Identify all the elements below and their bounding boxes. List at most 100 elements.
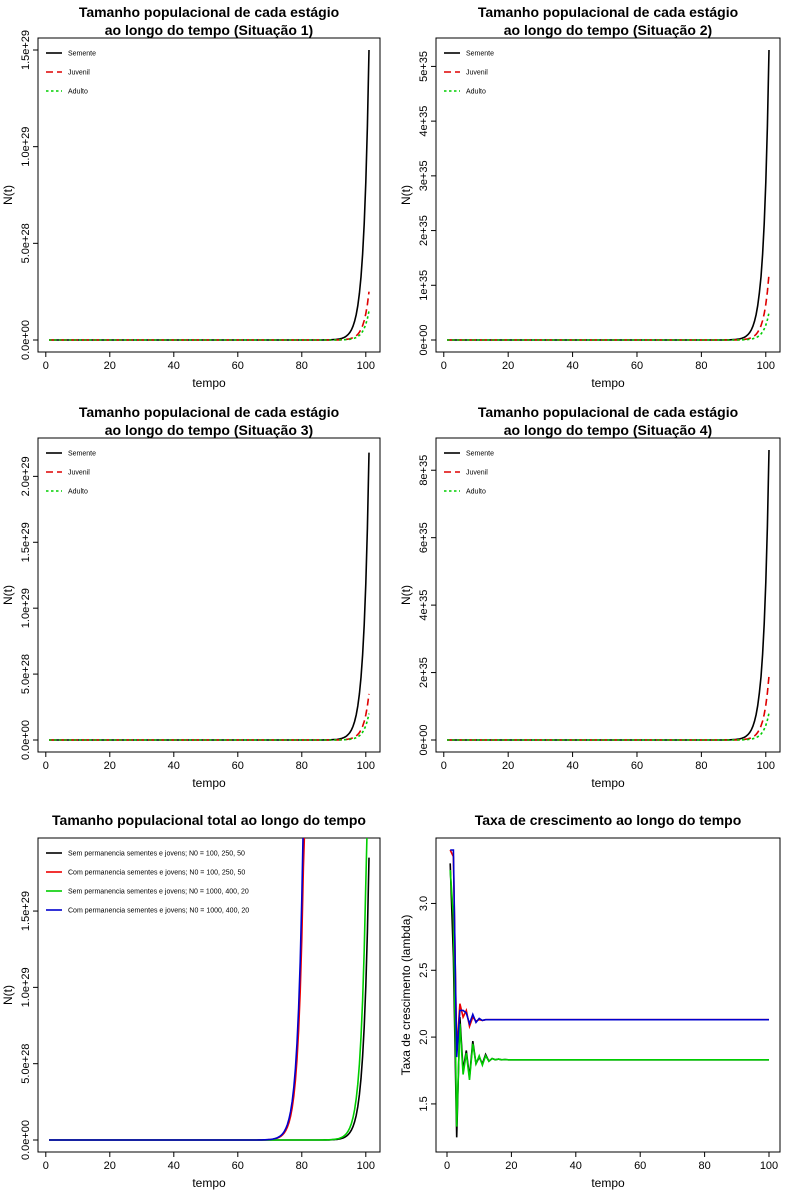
y-tick-label: 3e+35 bbox=[418, 160, 430, 191]
series-line-4 bbox=[49, 838, 304, 1141]
x-tick-label: 100 bbox=[757, 360, 775, 372]
chart-title: Tamanho populacional de cada estágio bbox=[478, 404, 738, 420]
x-axis-label: tempo bbox=[591, 376, 625, 390]
series-line-2 bbox=[49, 693, 370, 741]
y-tick-label: 4e+35 bbox=[418, 590, 430, 621]
y-tick-label: 0.0e+00 bbox=[20, 320, 32, 360]
plot-frame bbox=[37, 837, 381, 1153]
x-tick-label: 100 bbox=[357, 1160, 375, 1172]
series-line-2 bbox=[49, 291, 370, 341]
series-line-2 bbox=[49, 838, 306, 1141]
series-line-2 bbox=[447, 274, 770, 341]
x-axis-label: tempo bbox=[591, 776, 625, 790]
x-axis-label: tempo bbox=[591, 1176, 625, 1190]
x-axis-label: tempo bbox=[192, 776, 226, 790]
chart-panel-5: Tamanho populacional total ao longo do t… bbox=[1, 812, 381, 1190]
x-tick-label: 80 bbox=[698, 1160, 710, 1172]
x-tick-label: 100 bbox=[757, 760, 775, 772]
legend-label: Com permanencia sementes e jovens; N0 = … bbox=[68, 908, 249, 915]
x-axis-label: tempo bbox=[192, 1176, 226, 1190]
legend-label: Com permanencia sementes e jovens; N0 = … bbox=[68, 870, 245, 877]
series-line-4 bbox=[450, 849, 769, 1058]
x-tick-label: 80 bbox=[695, 760, 707, 772]
y-axis-label: N(t) bbox=[1, 185, 15, 205]
chart-title: Tamanho populacional de cada estágio bbox=[478, 4, 738, 20]
x-tick-label: 20 bbox=[104, 360, 116, 372]
chart-title: ao longo do tempo (Situação 4) bbox=[504, 422, 712, 438]
legend-label: Sem permanencia sementes e jovens; N0 = … bbox=[68, 889, 249, 896]
y-tick-label: 1.0e+29 bbox=[20, 588, 32, 628]
series-line-1 bbox=[447, 49, 770, 341]
y-tick-label: 4e+35 bbox=[418, 106, 430, 137]
legend-label: Semente bbox=[466, 451, 494, 458]
legend-label: Juvenil bbox=[466, 470, 488, 477]
x-tick-label: 0 bbox=[43, 360, 49, 372]
y-tick-label: 5.0e+28 bbox=[20, 654, 32, 694]
y-axis-label: N(t) bbox=[1, 985, 15, 1005]
y-tick-label: 3.0 bbox=[418, 896, 430, 911]
x-tick-label: 100 bbox=[357, 360, 375, 372]
x-tick-label: 40 bbox=[168, 1160, 180, 1172]
chart-panel-2: Tamanho populacional de cada estágio ao l… bbox=[399, 4, 781, 390]
y-tick-label: 5e+35 bbox=[418, 51, 430, 82]
x-tick-label: 20 bbox=[104, 760, 116, 772]
chart-panel-3: Tamanho populacional de cada estágio ao l… bbox=[1, 404, 381, 790]
y-tick-label: 0e+00 bbox=[418, 325, 430, 356]
y-tick-label: 2e+35 bbox=[418, 657, 430, 688]
legend-label: Semente bbox=[68, 451, 96, 458]
y-tick-label: 8e+35 bbox=[418, 455, 430, 486]
x-tick-label: 0 bbox=[441, 760, 447, 772]
y-axis-label: N(t) bbox=[1, 585, 15, 605]
y-tick-label: 1.5 bbox=[418, 1096, 430, 1111]
x-tick-label: 40 bbox=[566, 360, 578, 372]
x-tick-label: 60 bbox=[631, 360, 643, 372]
plot-frame bbox=[435, 37, 781, 353]
series-line-2 bbox=[449, 869, 769, 1127]
series-group bbox=[449, 849, 769, 1138]
series-line-3 bbox=[49, 838, 368, 1141]
x-tick-label: 20 bbox=[502, 360, 514, 372]
legend-label: Adulto bbox=[68, 489, 88, 496]
series-group bbox=[447, 49, 770, 341]
x-tick-label: 60 bbox=[232, 1160, 244, 1172]
y-axis-label: N(t) bbox=[399, 185, 413, 205]
chart-title: Taxa de crescimento ao longo do tempo bbox=[475, 812, 742, 828]
plot-frame bbox=[435, 837, 781, 1153]
chart-panel-6: Taxa de crescimento ao longo do tempo 0 20… bbox=[399, 812, 781, 1190]
chart-panel-4: Tamanho populacional de cada estágio ao l… bbox=[399, 404, 781, 790]
y-tick-label: 2.0e+29 bbox=[20, 456, 32, 496]
legend-label: Juvenil bbox=[68, 470, 90, 477]
y-axis-label: N(t) bbox=[399, 585, 413, 605]
x-tick-label: 20 bbox=[505, 1160, 517, 1172]
series-line-3 bbox=[49, 713, 370, 741]
x-tick-label: 60 bbox=[232, 360, 244, 372]
legend-label: Semente bbox=[68, 51, 96, 58]
x-tick-label: 80 bbox=[296, 360, 308, 372]
plot-frame bbox=[37, 437, 381, 753]
y-tick-label: 6e+35 bbox=[418, 522, 430, 553]
y-tick-label: 1.5e+29 bbox=[20, 891, 32, 931]
series-line-1 bbox=[49, 452, 370, 741]
legend-label: Sem permanencia sementes e jovens; N0 = … bbox=[68, 851, 245, 858]
x-axis-label: tempo bbox=[192, 376, 226, 390]
legend-label: Adulto bbox=[68, 89, 88, 96]
y-tick-label: 2.5 bbox=[418, 963, 430, 978]
x-tick-label: 80 bbox=[695, 360, 707, 372]
chart-title: Tamanho populacional de cada estágio bbox=[79, 4, 339, 20]
legend-label: Adulto bbox=[466, 89, 486, 96]
x-tick-label: 20 bbox=[502, 760, 514, 772]
series-line-1 bbox=[49, 49, 370, 341]
x-tick-label: 60 bbox=[634, 1160, 646, 1172]
x-tick-label: 80 bbox=[296, 760, 308, 772]
series-line-2 bbox=[447, 675, 770, 741]
series-line-1 bbox=[449, 863, 769, 1138]
y-tick-label: 1e+35 bbox=[418, 270, 430, 301]
x-tick-label: 40 bbox=[566, 760, 578, 772]
chart-title: ao longo do tempo (Situação 3) bbox=[105, 422, 313, 438]
x-tick-label: 40 bbox=[570, 1160, 582, 1172]
x-tick-label: 0 bbox=[441, 360, 447, 372]
x-tick-label: 40 bbox=[168, 760, 180, 772]
series-group bbox=[49, 49, 370, 341]
x-tick-label: 60 bbox=[232, 760, 244, 772]
y-tick-label: 2e+35 bbox=[418, 215, 430, 246]
